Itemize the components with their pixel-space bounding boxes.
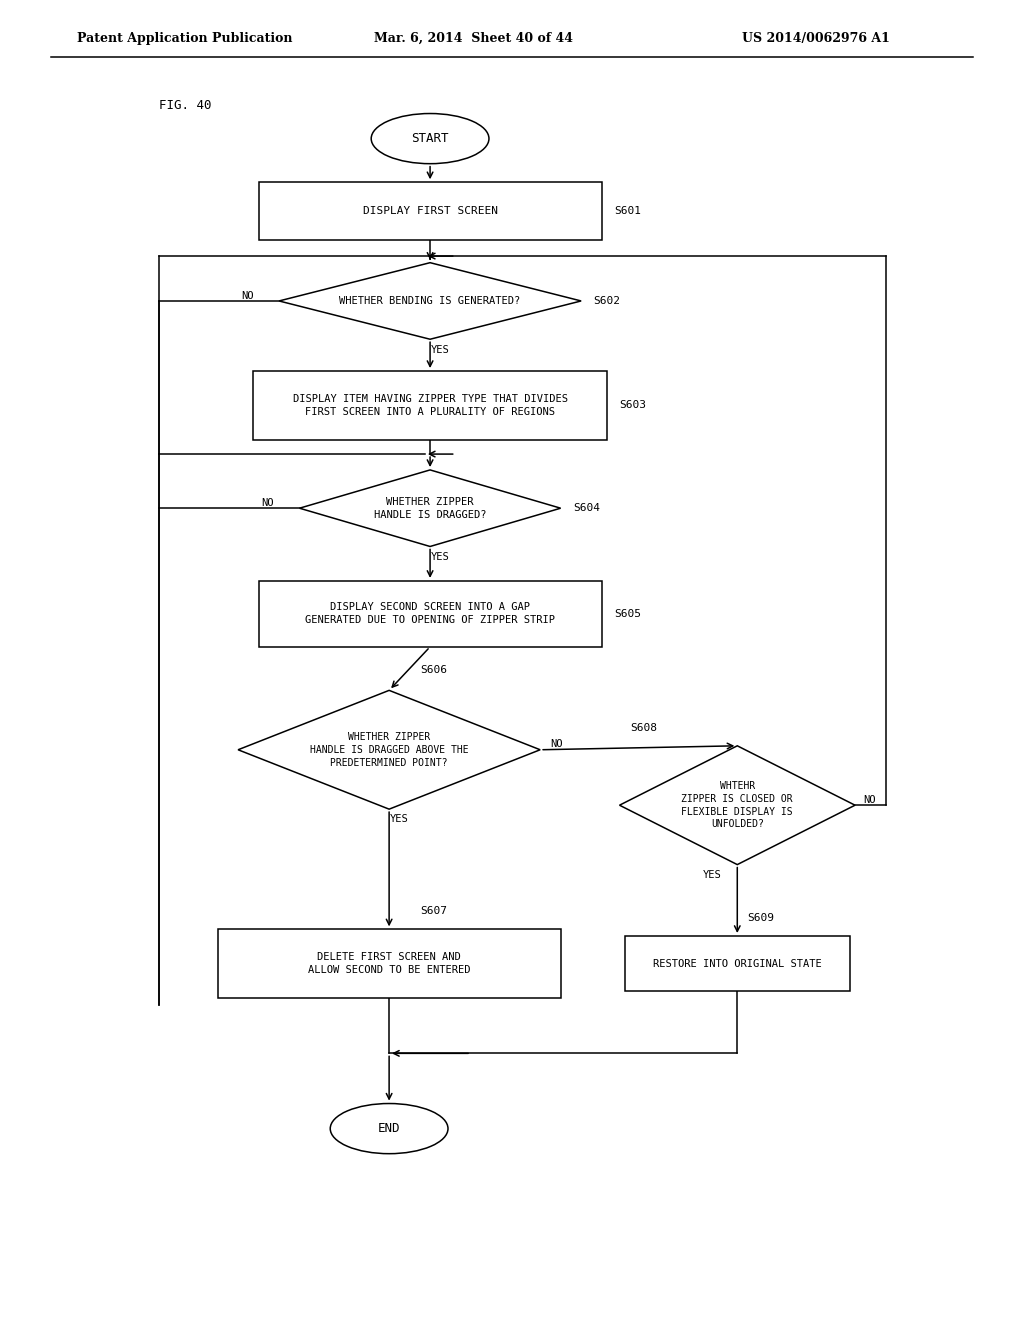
Polygon shape bbox=[620, 746, 855, 865]
Text: S609: S609 bbox=[748, 912, 774, 923]
Text: YES: YES bbox=[390, 814, 409, 825]
Bar bbox=[258, 182, 601, 240]
Text: WHETHER ZIPPER
HANDLE IS DRAGGED ABOVE THE
PREDETERMINED POINT?: WHETHER ZIPPER HANDLE IS DRAGGED ABOVE T… bbox=[310, 733, 468, 767]
Text: DISPLAY SECOND SCREEN INTO A GAP
GENERATED DUE TO OPENING OF ZIPPER STRIP: DISPLAY SECOND SCREEN INTO A GAP GENERAT… bbox=[305, 602, 555, 626]
Text: S607: S607 bbox=[420, 906, 446, 916]
Polygon shape bbox=[299, 470, 561, 546]
Text: DELETE FIRST SCREEN AND
ALLOW SECOND TO BE ENTERED: DELETE FIRST SCREEN AND ALLOW SECOND TO … bbox=[308, 952, 470, 975]
Text: NO: NO bbox=[863, 795, 876, 805]
Text: RESTORE INTO ORIGINAL STATE: RESTORE INTO ORIGINAL STATE bbox=[653, 958, 821, 969]
Text: S605: S605 bbox=[614, 609, 641, 619]
Text: YES: YES bbox=[703, 870, 722, 880]
Text: START: START bbox=[412, 132, 449, 145]
Text: US 2014/0062976 A1: US 2014/0062976 A1 bbox=[742, 32, 890, 45]
Text: WHETHER ZIPPER
HANDLE IS DRAGGED?: WHETHER ZIPPER HANDLE IS DRAGGED? bbox=[374, 496, 486, 520]
Text: FIG. 40: FIG. 40 bbox=[159, 99, 211, 112]
Text: DISPLAY ITEM HAVING ZIPPER TYPE THAT DIVIDES
FIRST SCREEN INTO A PLURALITY OF RE: DISPLAY ITEM HAVING ZIPPER TYPE THAT DIV… bbox=[293, 393, 567, 417]
Text: Mar. 6, 2014  Sheet 40 of 44: Mar. 6, 2014 Sheet 40 of 44 bbox=[374, 32, 572, 45]
Text: NO: NO bbox=[551, 739, 563, 750]
Text: DISPLAY FIRST SCREEN: DISPLAY FIRST SCREEN bbox=[362, 206, 498, 216]
Bar bbox=[258, 581, 601, 647]
Polygon shape bbox=[238, 690, 541, 809]
Text: END: END bbox=[378, 1122, 400, 1135]
Text: YES: YES bbox=[431, 345, 450, 355]
Text: WHETHER BENDING IS GENERATED?: WHETHER BENDING IS GENERATED? bbox=[339, 296, 521, 306]
Text: NO: NO bbox=[261, 498, 273, 508]
Text: WHTEHR
ZIPPER IS CLOSED OR
FLEXIBLE DISPLAY IS
UNFOLDED?: WHTEHR ZIPPER IS CLOSED OR FLEXIBLE DISP… bbox=[681, 781, 794, 829]
Bar bbox=[254, 371, 606, 440]
Text: S601: S601 bbox=[614, 206, 641, 216]
Text: Patent Application Publication: Patent Application Publication bbox=[77, 32, 292, 45]
Text: S606: S606 bbox=[420, 664, 446, 675]
Text: S608: S608 bbox=[630, 722, 656, 733]
Text: NO: NO bbox=[241, 290, 253, 301]
Bar bbox=[217, 929, 561, 998]
Ellipse shape bbox=[330, 1104, 449, 1154]
Bar bbox=[625, 936, 850, 991]
Polygon shape bbox=[279, 263, 582, 339]
Text: S604: S604 bbox=[573, 503, 600, 513]
Text: S603: S603 bbox=[618, 400, 646, 411]
Text: YES: YES bbox=[431, 552, 450, 562]
Text: S602: S602 bbox=[594, 296, 621, 306]
Ellipse shape bbox=[371, 114, 489, 164]
